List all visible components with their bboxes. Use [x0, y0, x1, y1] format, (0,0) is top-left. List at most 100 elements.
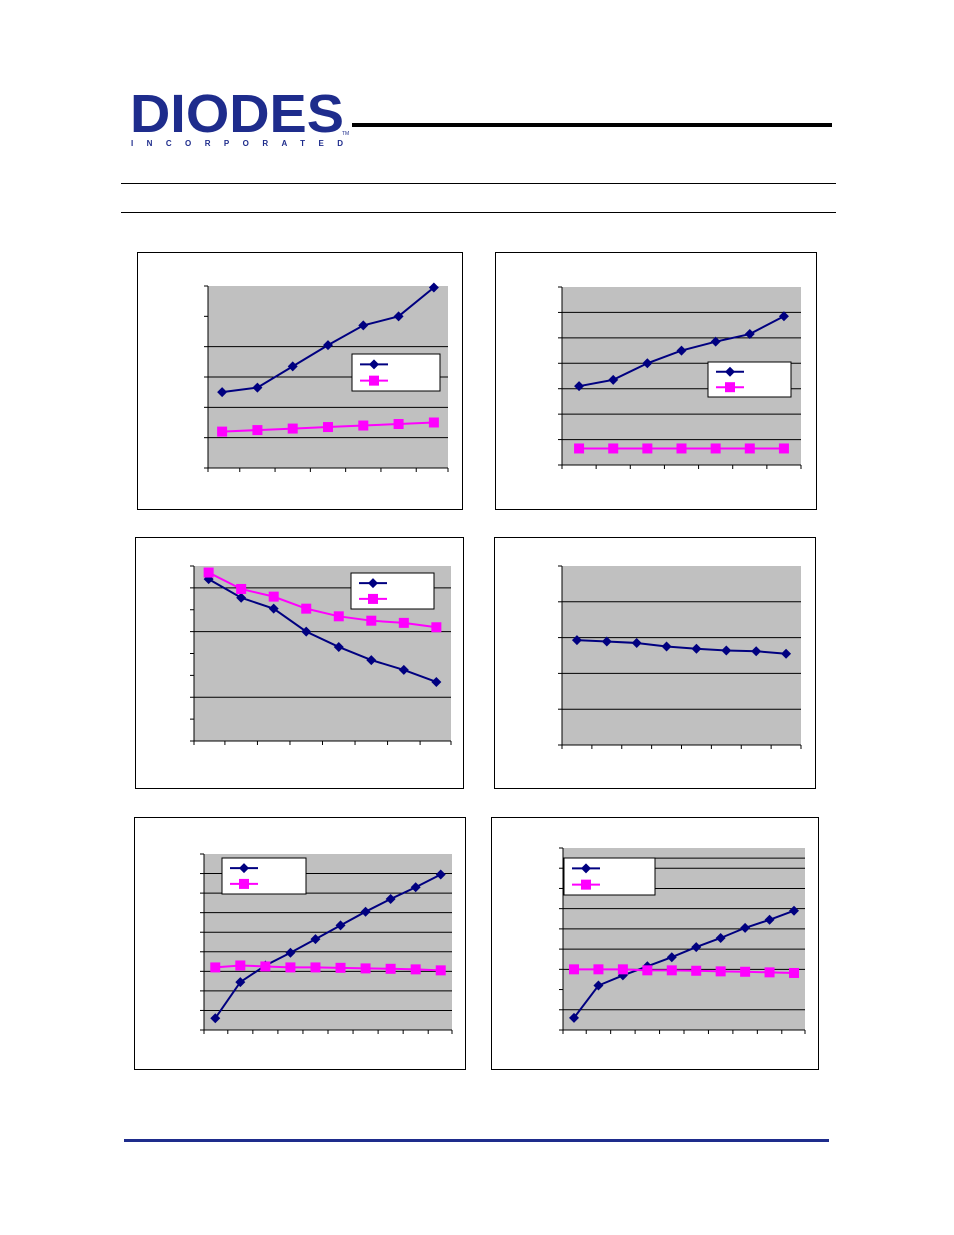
- chart-6-series-2-point-10: [789, 967, 799, 978]
- chart-2: [558, 286, 802, 469]
- chart-4-series-1-point-1: [571, 635, 582, 646]
- chart-5-series-2-point-2: [235, 960, 246, 971]
- chart-6-series-2-point-1: [569, 964, 579, 975]
- chart-5-series-2-point-8: [385, 963, 396, 974]
- chart-5-series-1-point-1: [210, 1013, 221, 1024]
- chart-1-series-1-point-5: [358, 320, 369, 331]
- chart-6-series-1-point-5: [666, 952, 677, 963]
- chart-1-legend-marker-1: [369, 359, 379, 370]
- chart-3-series-2-point-2: [236, 583, 247, 594]
- chart-2-series-1-point-5: [710, 336, 721, 347]
- chart-2-series-2-point-4: [676, 443, 687, 454]
- chart-2-legend-marker-1: [725, 366, 735, 377]
- chart-4-series-1-point-6: [721, 645, 732, 656]
- chart-3-series-2-point-8: [431, 622, 442, 633]
- chart-5-series-2-point-5: [310, 962, 321, 973]
- chart-6-series-2-point-8: [740, 966, 751, 977]
- chart-6-series-2-point-5: [666, 965, 677, 976]
- chart-5-series-1-point-2: [235, 977, 246, 988]
- chart-1-series-1-point-3: [287, 361, 298, 372]
- chart-1-series-2-point-4: [323, 422, 333, 433]
- chart-4-series-1-point-2: [601, 636, 612, 647]
- chart-2-series-2-point-5: [710, 443, 721, 454]
- chart-4-plot-area: [562, 566, 801, 745]
- chart-5-series-1-point-7: [360, 906, 371, 917]
- section-rule-top: [121, 183, 836, 184]
- chart-5-series-2-point-1: [210, 962, 221, 973]
- chart-2-series-2-point-7: [778, 443, 789, 454]
- chart-4-series-1-point-4: [661, 641, 672, 652]
- chart-2-series-1-point-2: [608, 374, 619, 385]
- chart-1-series-2-point-2: [252, 425, 263, 436]
- chart-5-series-2-point-3: [260, 961, 271, 972]
- chart-5-series-2-line: [215, 964, 441, 972]
- chart-1-series-2-point-3: [287, 423, 298, 434]
- chart-3-series-2-point-6: [366, 615, 377, 626]
- chart-2-series-1-point-6: [744, 329, 755, 340]
- chart-1-series-2-point-5: [358, 420, 369, 431]
- chart-1-series-2-point-1: [217, 426, 228, 437]
- chart-3-series-1-point-7: [398, 664, 409, 675]
- chart-panel-6: [491, 817, 819, 1070]
- chart-panel-2: [495, 252, 817, 510]
- chart-1-legend: [351, 353, 441, 392]
- chart-3-series-1-point-8: [431, 676, 442, 687]
- chart-3-legend: [350, 572, 435, 610]
- chart-3-series-2-point-7: [398, 617, 409, 628]
- section-rule-bottom: [121, 212, 836, 213]
- chart-panel-4: [494, 537, 816, 789]
- chart-6-legend: [563, 857, 656, 896]
- chart-2-series-1-point-7: [778, 311, 789, 322]
- chart-3: [190, 565, 452, 745]
- chart-1-series-1-point-6: [393, 311, 404, 322]
- chart-5-series-1-point-9: [410, 882, 421, 893]
- chart-6-series-2-point-3: [617, 964, 628, 975]
- chart-4-series-1-point-8: [781, 648, 792, 659]
- chart-6-series-2-point-4: [642, 965, 653, 976]
- header-rule: [352, 123, 832, 127]
- chart-6: [559, 847, 806, 1034]
- chart-5-series-2-point-9: [410, 964, 421, 975]
- chart-4-series-1-point-5: [691, 643, 702, 654]
- chart-6-series-2-point-7: [715, 966, 726, 977]
- chart-4-series-1-point-3: [631, 637, 642, 648]
- chart-6-series-1-point-7: [715, 932, 726, 943]
- chart-5-series-1-point-4: [285, 947, 296, 958]
- chart-3-legend-marker-2: [368, 593, 378, 604]
- chart-3-legend-marker-1: [368, 578, 378, 589]
- chart-2-legend: [707, 361, 792, 398]
- chart-5-series-2-point-6: [335, 962, 346, 973]
- chart-2-legend-marker-2: [725, 382, 735, 393]
- chart-6-series-1-point-9: [764, 914, 775, 925]
- chart-6-series-1-point-8: [740, 922, 751, 933]
- chart-5-series-1-point-5: [310, 934, 321, 945]
- chart-3-series-2-point-3: [268, 591, 279, 602]
- chart-6-series-1-point-10: [789, 905, 799, 916]
- chart-2-series-2-point-6: [744, 443, 755, 454]
- chart-3-series-1-point-2: [236, 592, 247, 603]
- chart-1-series-1-point-4: [323, 340, 333, 351]
- logo-mark: TM: [342, 131, 349, 137]
- chart-2-series-2-point-3: [642, 443, 653, 454]
- chart-3-series-2-line: [208, 571, 437, 629]
- chart-3-series-1-point-6: [366, 655, 377, 666]
- chart-5-series-2-point-4: [285, 962, 296, 973]
- chart-panel-3: [135, 537, 464, 789]
- chart-1-series-2-point-7: [428, 417, 439, 428]
- chart-6-series-1-point-2: [593, 980, 604, 991]
- chart-6-series-2-point-2: [593, 964, 604, 975]
- chart-3-series-2-point-5: [333, 611, 344, 622]
- chart-3-series-1-point-3: [268, 603, 279, 614]
- logo-wordmark: DIODES: [130, 88, 344, 144]
- chart-2-series-1-point-1: [574, 381, 585, 392]
- chart-6-legend-marker-1: [581, 863, 591, 874]
- chart-2-series-1-point-4: [676, 345, 687, 356]
- chart-6-series-2-line: [574, 968, 795, 974]
- chart-5: [200, 853, 453, 1034]
- footer-rule: [124, 1139, 829, 1142]
- chart-5-series-1-point-10: [435, 869, 446, 880]
- chart-6-series-2-point-9: [764, 967, 775, 978]
- chart-6-series-1-line: [573, 909, 795, 1019]
- chart-3-series-2-point-1: [203, 567, 214, 578]
- chart-1-legend-marker-2: [369, 375, 379, 386]
